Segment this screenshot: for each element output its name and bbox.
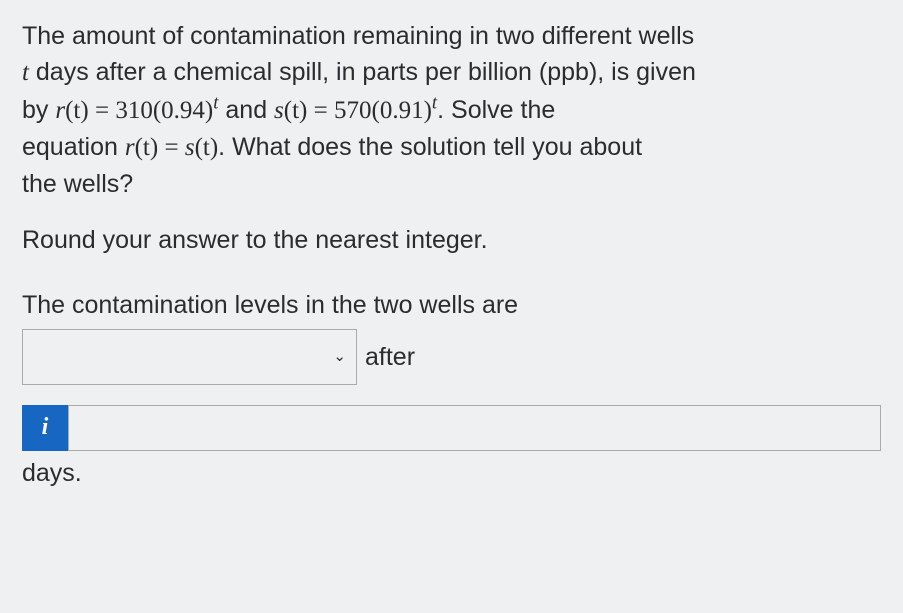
math-arg: (t) [65,97,89,124]
info-icon[interactable]: i [22,405,68,451]
info-symbol: i [42,410,49,445]
answer-lead-text: The contamination levels in the two well… [22,287,881,323]
text: and [218,96,274,124]
math-eq: = [158,134,185,161]
math-eq: = [307,97,334,124]
problem-statement: The amount of contamination remaining in… [22,18,881,202]
rounding-instruction: Round your answer to the nearest integer… [22,222,881,258]
var-t: t [22,59,29,86]
math-val: 310(0.94) [115,97,213,124]
chevron-down-icon: ⌄ [333,346,346,368]
days-input[interactable] [68,405,881,451]
math-r: r [55,97,65,124]
comparison-select[interactable]: ⌄ [22,329,357,385]
math-arg: (t) [195,134,219,161]
text: days after a chemical spill, in parts pe… [29,58,696,86]
math-r: r [125,134,135,161]
input-row: i [22,405,881,451]
math-eq: = [89,97,116,124]
text: the wells? [22,170,133,198]
math-s: s [274,97,284,124]
text: . What does the solution tell you about [218,133,642,161]
text: . Solve the [437,96,555,124]
select-row: ⌄ after [22,329,881,385]
days-label: days. [22,455,881,491]
text: equation [22,133,125,161]
math-s: s [185,134,195,161]
math-arg: (t) [135,134,159,161]
text: The amount of contamination remaining in… [22,22,694,50]
math-arg: (t) [284,97,308,124]
after-text: after [365,339,415,375]
text: by [22,96,55,124]
math-val: 570(0.91) [334,97,432,124]
